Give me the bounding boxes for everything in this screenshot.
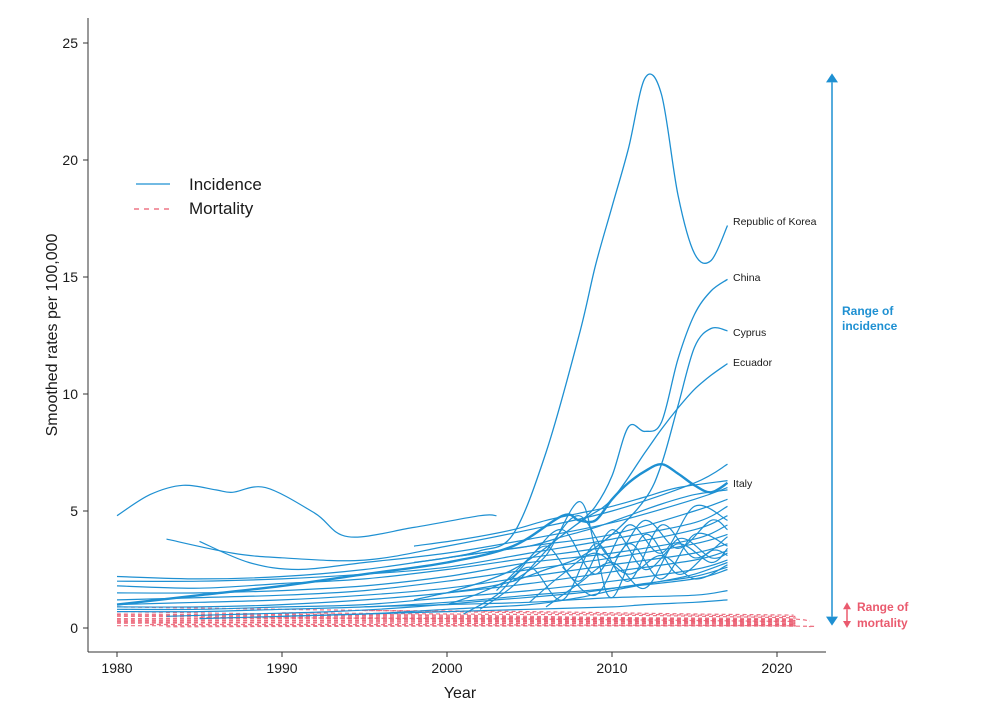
legend: Incidence Mortality: [134, 175, 262, 218]
mortality-series-10: [116, 619, 778, 623]
y-axis-title: Smoothed rates per 100,000: [44, 234, 61, 437]
incidence-range-label-line1: Range of: [842, 304, 894, 318]
mortality-series-14: [116, 625, 815, 628]
mortality-range-arrowhead-down: [843, 621, 851, 628]
x-axis-title: Year: [444, 685, 477, 702]
label-republic-of-korea: Republic of Korea: [733, 216, 817, 228]
mortality-range-annotation: Range of mortality: [843, 600, 909, 630]
incidence-series-22: [545, 537, 728, 608]
x-tick-label-1990: 1990: [266, 660, 297, 676]
mortality-range-label-line2: mortality: [857, 616, 908, 630]
incidence-series-14: [413, 480, 728, 547]
incidence-series-25: [364, 590, 728, 608]
incidence-range-annotation: Range of incidence: [826, 73, 898, 626]
incidence-line-cyprus: [413, 327, 728, 601]
country-labels: Republic of Korea China Cyprus Ecuador I…: [733, 216, 817, 490]
mortality-series-9: [199, 616, 794, 622]
mortality-series-8: [116, 614, 797, 622]
x-tick-label-1980: 1980: [101, 660, 132, 676]
incidence-series-1: [166, 463, 728, 562]
label-cyprus: Cyprus: [733, 327, 766, 339]
mortality-series-7: [150, 623, 797, 627]
y-tick-label-25: 25: [62, 35, 78, 51]
incidence-series-11: [116, 568, 728, 613]
legend-mortality-label: Mortality: [189, 199, 254, 218]
y-tick-label-20: 20: [62, 152, 78, 168]
label-italy: Italy: [733, 478, 753, 490]
axes: Year Smoothed rates per 100,000: [44, 18, 826, 702]
incidence-line-republic-of-korea: [413, 73, 729, 564]
incidence-line-ecuador: [446, 363, 728, 594]
incidence-series-0: [116, 484, 497, 538]
incidence-series-5: [116, 515, 728, 589]
x-tick-label-2000: 2000: [431, 660, 462, 676]
x-tick-label-2010: 2010: [596, 660, 627, 676]
incidence-series-12: [166, 566, 728, 617]
plot-area: [116, 73, 815, 628]
label-ecuador: Ecuador: [733, 357, 773, 369]
incidence-range-arrowhead-down: [826, 616, 838, 626]
ticks: 0 5 10 15 20 25 1980 1990 2000 2010 2020: [62, 35, 792, 676]
x-tick-label-2020: 2020: [761, 660, 792, 676]
legend-incidence-label: Incidence: [189, 175, 262, 194]
y-tick-label-5: 5: [70, 503, 78, 519]
label-china: China: [733, 272, 761, 284]
mortality-range-arrowhead-up: [843, 602, 851, 610]
incidence-line-china: [578, 278, 728, 524]
mortality-series-0: [116, 606, 797, 618]
incidence-series-7: [116, 533, 728, 601]
incidence-series-23: [562, 532, 728, 596]
mortality-range-label-line1: Range of: [857, 600, 909, 614]
incidence-series-4: [116, 505, 728, 582]
incidence-series-15: [446, 489, 728, 559]
incidence-range-label-line2: incidence: [842, 319, 898, 333]
incidence-series-24: [281, 599, 728, 617]
y-tick-label-0: 0: [70, 620, 78, 636]
mortality-series-11: [116, 621, 794, 626]
incidence-line-italy: [116, 462, 729, 606]
incidence-series-2: [199, 487, 728, 571]
incidence-series-10: [116, 559, 728, 611]
incidence-range-arrowhead-up: [826, 73, 838, 83]
y-tick-label-10: 10: [62, 386, 78, 402]
incidence-series-18: [479, 515, 728, 610]
incidence-series-8: [116, 543, 728, 606]
mortality-series-12: [281, 612, 797, 619]
incidence-series-21: [529, 552, 728, 603]
y-tick-label-15: 15: [62, 269, 78, 285]
mortality-series-15: [166, 625, 794, 628]
incidence-series-19: [496, 504, 728, 592]
